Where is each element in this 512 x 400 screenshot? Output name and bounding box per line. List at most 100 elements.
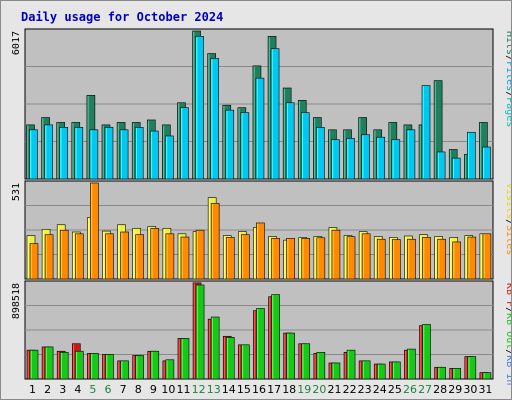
panel-1-legend-item-1: / (504, 55, 511, 61)
x-tick-label-day-3: 3 (59, 383, 66, 396)
bar-visits-day-10-shade (163, 228, 165, 279)
x-tick-label-day-4: 4 (74, 383, 81, 396)
bar-kb-out-day-26 (407, 348, 416, 380)
bar-files-day-1-shade (30, 130, 32, 179)
bar-kb-out-day-1-shade (30, 350, 32, 379)
bar-kb-out-day-2 (44, 346, 54, 380)
bar-visits-day-22-shade (344, 236, 346, 279)
bar-files-day-23 (361, 134, 370, 180)
bar-visits-day-14-shade (223, 236, 226, 279)
bar-visits-day-27-shade (420, 235, 422, 279)
bar-kb-f-day-6-shade (103, 355, 105, 379)
bar-files-day-20 (316, 127, 325, 180)
bar-files-day-10-shade (165, 136, 168, 179)
bar-sites-day-14 (225, 237, 235, 280)
bar-hits-day-16-shade (253, 66, 255, 179)
bar-sites-day-8-shade (136, 235, 138, 279)
bar-sites-day-26 (407, 238, 416, 280)
bar-sites-day-7-shade (121, 232, 123, 279)
bar-files-day-29-shade (452, 158, 455, 179)
bar-sites-day-20-shade (317, 238, 319, 279)
bar-hits-day-1-shade (27, 125, 29, 179)
bar-files-day-21-shade (332, 140, 334, 179)
bar-visits-day-29-shade (450, 238, 452, 279)
bar-files-day-9-shade (150, 131, 153, 179)
bar-sites-day-27-shade (423, 238, 425, 279)
bar-kb-f-day-4-shade (72, 344, 75, 379)
bar-sites-day-3 (59, 229, 69, 280)
bar-files-day-17-shade (271, 49, 273, 179)
bar-files-day-21 (331, 139, 340, 180)
bar-kb-out-day-29 (452, 368, 462, 380)
bar-kb-out-day-24 (376, 363, 386, 380)
bar-kb-out-day-10-shade (166, 360, 168, 379)
bar-files-day-1 (29, 129, 38, 180)
bar-kb-out-day-20 (316, 351, 326, 380)
bar-kb-out-day-17-shade (272, 295, 274, 379)
panel-3-legend-item-0: KB F (504, 283, 511, 307)
bar-sites-day-1 (29, 243, 39, 280)
bar-files-day-5-shade (90, 130, 92, 179)
panel-3-legend-item-4: KB In (504, 355, 511, 385)
bar-sites-day-2 (44, 234, 54, 280)
bar-files-day-12 (195, 36, 204, 180)
bar-sites-day-13-shade (211, 204, 213, 279)
bar-files-day-29 (451, 157, 461, 180)
bar-visits-day-28-shade (435, 237, 437, 279)
x-tick-label-day-22: 22 (343, 383, 357, 396)
bar-sites-day-1-shade (30, 244, 32, 279)
x-tick-label-day-10: 10 (161, 383, 175, 396)
bar-kb-f-day-26-shade (405, 350, 407, 379)
bar-hits-day-31-shade (480, 123, 482, 179)
bar-kb-out-day-14 (225, 337, 235, 380)
bar-sites-day-24-shade (377, 239, 380, 279)
bar-sites-day-31 (482, 233, 492, 280)
bar-kb-f-day-21-shade (329, 363, 331, 379)
bar-visits-day-3-shade (57, 225, 59, 279)
bar-visits-day-15-shade (238, 232, 241, 279)
bar-visits-day-11-shade (178, 234, 180, 279)
bar-kb-out-day-28 (437, 366, 446, 380)
bar-kb-out-day-21 (331, 362, 341, 380)
bar-kb-f-day-30-shade (465, 357, 467, 379)
bar-hits-day-4-shade (72, 123, 74, 179)
panel-3-legend-item-2: KB Out (504, 313, 511, 349)
bar-sites-day-18 (286, 238, 295, 280)
panel-2-max-label: 531 (11, 183, 22, 201)
bar-kb-f-day-13-shade (208, 319, 210, 379)
bar-kb-out-day-16-shade (257, 309, 259, 379)
bar-hits-day-11-shade (178, 103, 180, 179)
bar-kb-out-day-31-shade (483, 373, 485, 379)
bar-kb-out-day-14-shade (226, 337, 229, 379)
bar-files-day-9 (149, 130, 159, 180)
bar-files-day-31-shade (483, 147, 485, 179)
bar-sites-day-24 (376, 238, 386, 280)
bar-kb-out-day-8 (135, 355, 144, 380)
bar-files-day-7 (119, 129, 129, 180)
bar-kb-out-day-4 (74, 350, 84, 380)
bar-kb-f-day-22-shade (344, 352, 346, 379)
bar-kb-f-day-25-shade (389, 362, 392, 379)
bar-visits-day-7-shade (118, 225, 120, 279)
bar-visits-day-19-shade (299, 238, 301, 279)
bar-hits-day-12-shade (193, 31, 195, 179)
chart-title: Daily usage for October 2024 (21, 10, 223, 24)
panel-1-legend-item-0: Hits (504, 31, 511, 55)
bar-hits-day-8-shade (132, 123, 134, 179)
bar-files-day-18-shade (286, 103, 288, 179)
bar-kb-out-day-9-shade (151, 351, 153, 379)
bar-sites-day-27 (422, 237, 431, 280)
bar-sites-day-10 (165, 233, 175, 280)
bar-sites-day-7 (120, 231, 129, 280)
bar-kb-out-day-6-shade (106, 355, 108, 379)
bar-kb-out-day-24-shade (377, 364, 380, 379)
bar-kb-out-day-3-shade (60, 352, 62, 379)
bar-kb-out-day-12-shade (196, 285, 198, 379)
bar-files-day-22 (346, 138, 355, 180)
bar-kb-f-day-18-shade (284, 333, 286, 379)
bar-kb-out-day-16 (256, 308, 265, 380)
bar-kb-f-day-28-shade (435, 367, 437, 379)
bar-kb-out-day-28-shade (438, 367, 440, 379)
bar-files-day-14-shade (226, 110, 228, 179)
